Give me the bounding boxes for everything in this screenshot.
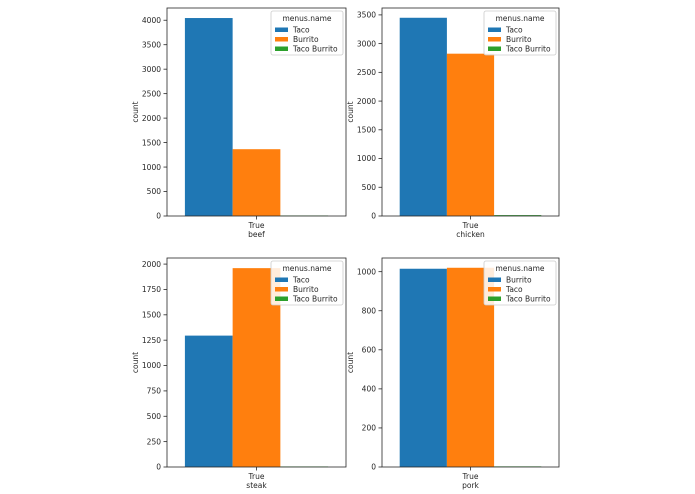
- x-axis-label: steak: [246, 481, 267, 490]
- y-tick-label: 3500: [142, 40, 161, 49]
- y-tick-label: 0: [156, 463, 161, 472]
- bar-beef-taco: [184, 18, 233, 216]
- y-tick-label: 1500: [357, 126, 376, 135]
- legend-box: [270, 10, 344, 56]
- y-tick-label: 500: [147, 412, 162, 421]
- legend-title: menus.name: [283, 264, 332, 273]
- x-tick-label: True: [462, 472, 479, 481]
- y-tick-label: 4000: [142, 16, 161, 25]
- y-axis-label: count: [131, 101, 140, 122]
- bar-steak-taco: [184, 335, 233, 467]
- legend-swatch: [275, 296, 288, 301]
- y-tick-label: 1500: [142, 138, 161, 147]
- legend-swatch: [275, 37, 288, 42]
- bar-chicken-taco-burrito: [494, 215, 542, 216]
- y-tick-label: 1500: [142, 311, 161, 320]
- y-tick-label: 3500: [357, 11, 376, 20]
- legend-box: [483, 260, 557, 306]
- x-axis-label: beef: [248, 230, 265, 239]
- y-tick-label: 250: [147, 437, 162, 446]
- y-tick-label: 3000: [357, 39, 376, 48]
- y-axis-label: count: [346, 352, 355, 373]
- legend-swatch: [275, 277, 288, 282]
- bar-chicken-burrito: [446, 53, 495, 216]
- legend-swatch: [275, 287, 288, 292]
- y-tick-label: 1750: [142, 285, 161, 294]
- y-tick-label: 500: [362, 183, 377, 192]
- y-tick-label: 0: [371, 212, 376, 221]
- legend-title: menus.name: [496, 14, 545, 23]
- y-tick-label: 1000: [357, 154, 376, 163]
- legend-swatch: [488, 27, 501, 32]
- y-tick-label: 800: [362, 306, 377, 315]
- legend-label: Taco: [505, 26, 523, 35]
- bar-chicken-taco: [399, 17, 447, 216]
- legend-label: Burrito: [293, 285, 319, 294]
- y-tick-label: 0: [156, 212, 161, 221]
- y-tick-label: 1000: [357, 267, 376, 276]
- y-tick-label: 1000: [142, 361, 161, 370]
- legend-title: menus.name: [283, 14, 332, 23]
- y-tick-label: 200: [362, 424, 377, 433]
- legend-label: Burrito: [506, 35, 532, 44]
- legend-label: Burrito: [293, 35, 319, 44]
- x-tick-label: True: [248, 472, 265, 481]
- y-tick-label: 2000: [142, 260, 161, 269]
- legend-box: [270, 260, 344, 306]
- y-tick-label: 2500: [142, 89, 161, 98]
- legend-label: Taco Burrito: [505, 295, 551, 304]
- y-axis-label: count: [131, 352, 140, 373]
- legend-label: Taco Burrito: [292, 45, 338, 54]
- y-tick-label: 400: [362, 385, 377, 394]
- y-tick-label: 2000: [142, 114, 161, 123]
- legend-swatch: [488, 37, 501, 42]
- y-axis-label: count: [346, 101, 355, 122]
- subplot-beef: 0 500 1000 1500 2000 2500 3000 3500 4000 Truebeef…: [131, 7, 347, 239]
- y-tick-label: 500: [147, 187, 162, 196]
- legend-box: [483, 10, 557, 56]
- legend-label: Taco Burrito: [505, 45, 551, 54]
- x-tick-label: True: [462, 221, 479, 230]
- y-tick-label: 1250: [142, 336, 161, 345]
- legend-title: menus.name: [496, 264, 545, 273]
- y-tick-label: 1000: [142, 163, 161, 172]
- y-tick-label: 2000: [357, 97, 376, 106]
- x-axis-label: pork: [462, 481, 479, 490]
- bar-beef-burrito: [232, 149, 281, 216]
- y-tick-label: 0: [371, 463, 376, 472]
- x-tick-label: True: [248, 221, 265, 230]
- legend-swatch: [488, 287, 501, 292]
- legend-swatch: [488, 277, 501, 282]
- bar-pork-burrito: [399, 268, 447, 467]
- y-tick-label: 2500: [357, 68, 376, 77]
- legend-swatch: [275, 27, 288, 32]
- legend-swatch: [488, 46, 501, 51]
- legend-swatch: [275, 46, 288, 51]
- y-tick-label: 600: [362, 346, 377, 355]
- y-tick-label: 3000: [142, 65, 161, 74]
- legend-label: Taco Burrito: [292, 295, 338, 304]
- legend-label: Taco: [292, 26, 310, 35]
- legend-label: Taco: [505, 285, 523, 294]
- legend-swatch: [488, 296, 501, 301]
- legend-label: Burrito: [506, 276, 532, 285]
- legend-label: Taco: [292, 276, 310, 285]
- x-axis-label: chicken: [456, 230, 485, 239]
- y-tick-label: 750: [147, 387, 162, 396]
